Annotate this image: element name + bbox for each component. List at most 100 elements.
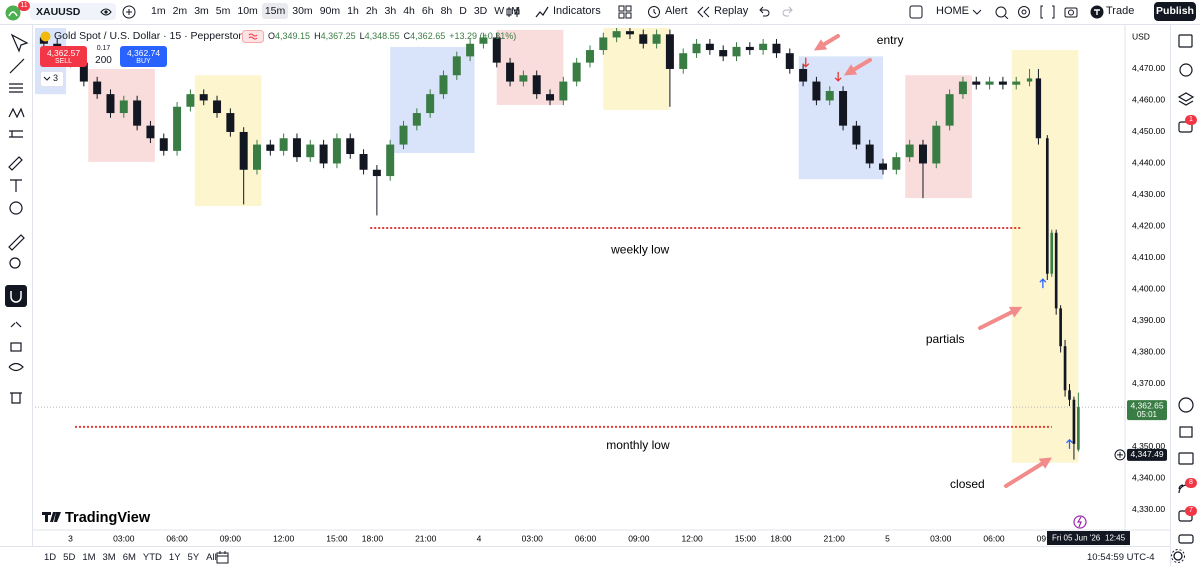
- x-tick-label: 12:00: [273, 533, 295, 543]
- range-button[interactable]: 3M: [102, 552, 116, 563]
- x-tick-label: 03:00: [522, 533, 544, 543]
- ideas-badge: 7: [1185, 506, 1197, 516]
- x-tick-label: 21:00: [415, 533, 437, 543]
- text-tool[interactable]: [10, 179, 22, 192]
- magnet-tool[interactable]: [5, 285, 27, 307]
- notification-badge: 11: [18, 1, 30, 11]
- last-price-label: 4,362.65: [1130, 400, 1163, 410]
- watchlist-button[interactable]: [1178, 34, 1193, 48]
- templates-button[interactable]: [618, 5, 632, 19]
- timeframe-button[interactable]: 3h: [384, 5, 397, 17]
- candle-body: [133, 100, 142, 126]
- annotation: partials: [926, 332, 965, 346]
- timeframe-button[interactable]: 1m: [151, 5, 166, 17]
- layout-button[interactable]: [909, 5, 923, 19]
- timeframe-button[interactable]: 2h: [365, 5, 378, 17]
- indicators-button[interactable]: Indicators: [553, 5, 601, 17]
- layout-name[interactable]: HOME: [936, 5, 969, 17]
- visibility-tool[interactable]: [8, 362, 24, 372]
- alerts-button[interactable]: [1179, 63, 1193, 77]
- trend-line-tool[interactable]: [9, 58, 25, 74]
- layers-button[interactable]: [1177, 92, 1195, 106]
- y-tick-label: 4,400.00: [1132, 284, 1165, 294]
- candle-body: [572, 62, 581, 82]
- avatar[interactable]: [4, 3, 26, 23]
- cursor-tool[interactable]: [10, 33, 29, 53]
- timeframe-button[interactable]: 90m: [319, 5, 341, 17]
- settings-button[interactable]: [1171, 548, 1187, 564]
- candle-body: [772, 43, 781, 54]
- timeframe-button[interactable]: D: [459, 5, 467, 17]
- delete-tool[interactable]: [10, 392, 22, 404]
- timeframe-button[interactable]: 5m: [215, 5, 231, 17]
- replay-button[interactable]: Replay: [714, 5, 749, 17]
- y-tick-label: 4,450.00: [1132, 126, 1165, 136]
- range-button[interactable]: 6M: [122, 552, 136, 563]
- alert-button[interactable]: Alert: [665, 5, 688, 17]
- icon-tool[interactable]: [9, 201, 23, 215]
- candle-body: [1050, 232, 1054, 274]
- fib-tool[interactable]: [9, 83, 23, 93]
- lock-tool[interactable]: [10, 342, 22, 352]
- range-button[interactable]: All: [206, 552, 217, 563]
- trading-panel-button[interactable]: [1178, 397, 1194, 413]
- x-tick-label: 06:00: [983, 533, 1005, 543]
- buy-button[interactable]: 4,362.74 BUY: [120, 46, 167, 67]
- goto-date-button[interactable]: [216, 551, 230, 564]
- publish-button[interactable]: Publish: [1154, 2, 1196, 21]
- candle-body: [625, 31, 634, 35]
- ruler-tool[interactable]: [8, 234, 25, 251]
- timeframe-button[interactable]: 4h: [403, 5, 415, 17]
- trade-button[interactable]: Trade: [1106, 5, 1135, 17]
- alert-icon: [1073, 515, 1087, 529]
- layout-menu[interactable]: [972, 8, 982, 16]
- range-button[interactable]: YTD: [142, 552, 162, 563]
- add-alert-icon: [1117, 451, 1123, 458]
- brush-tool[interactable]: [8, 156, 23, 171]
- chart-type-button[interactable]: [506, 5, 520, 19]
- crosshair-label: 4,347.49: [1130, 449, 1163, 459]
- symbol-search[interactable]: XAUUSD: [30, 3, 116, 20]
- date-label: Fri 05 Jun '26: [1052, 534, 1101, 543]
- range-button[interactable]: 1D: [44, 552, 57, 563]
- timeframe-button[interactable]: 10m: [237, 5, 258, 17]
- timeframe-button[interactable]: 1h: [347, 5, 359, 17]
- ohlc-key: C: [403, 31, 411, 41]
- sell-button[interactable]: 4,362.57 SELL: [40, 46, 87, 67]
- range-button[interactable]: 5D: [63, 552, 76, 563]
- quantity[interactable]: 200: [95, 55, 112, 66]
- calendar-button[interactable]: [1179, 426, 1193, 438]
- candle-body: [559, 81, 568, 101]
- timeframe-button[interactable]: 6h: [421, 5, 434, 17]
- range-button[interactable]: 1Y: [168, 552, 181, 563]
- timeframe-button[interactable]: 8h: [440, 5, 453, 17]
- timeframe-button[interactable]: 30m: [292, 5, 313, 17]
- y-axis-title: USD: [1132, 31, 1150, 41]
- range-button[interactable]: 5Y: [187, 552, 200, 563]
- candle-body: [399, 125, 408, 145]
- range-button[interactable]: 1M: [82, 552, 96, 563]
- compare-button[interactable]: [122, 5, 136, 19]
- timeframe-button[interactable]: 3m: [194, 5, 209, 17]
- candle-body: [1012, 81, 1021, 85]
- timeframe-button[interactable]: 2m: [172, 5, 188, 17]
- redo-button[interactable]: [782, 6, 794, 18]
- candle-body: [239, 131, 248, 170]
- candle-body: [186, 94, 195, 107]
- timeframe-button[interactable]: W: [494, 5, 505, 17]
- news-button[interactable]: [1178, 452, 1194, 465]
- y-tick-label: 4,340.00: [1132, 473, 1165, 483]
- timeframe-button[interactable]: 3D: [473, 5, 488, 17]
- draw-mode-tool[interactable]: [10, 321, 22, 328]
- undo-button[interactable]: [758, 6, 770, 18]
- zoom-tool[interactable]: [9, 257, 21, 269]
- candle-body: [932, 125, 941, 164]
- indicator-collapse[interactable]: 3: [40, 71, 64, 87]
- buy-price: 4,362.74: [126, 48, 161, 58]
- timeframe-button[interactable]: 15m: [261, 3, 289, 19]
- projection-tool[interactable]: [9, 130, 23, 138]
- timeframe-button[interactable]: M: [511, 5, 520, 17]
- help-button[interactable]: [1178, 534, 1194, 544]
- pattern-tool[interactable]: [8, 107, 25, 119]
- drawing-tools: [5, 33, 29, 404]
